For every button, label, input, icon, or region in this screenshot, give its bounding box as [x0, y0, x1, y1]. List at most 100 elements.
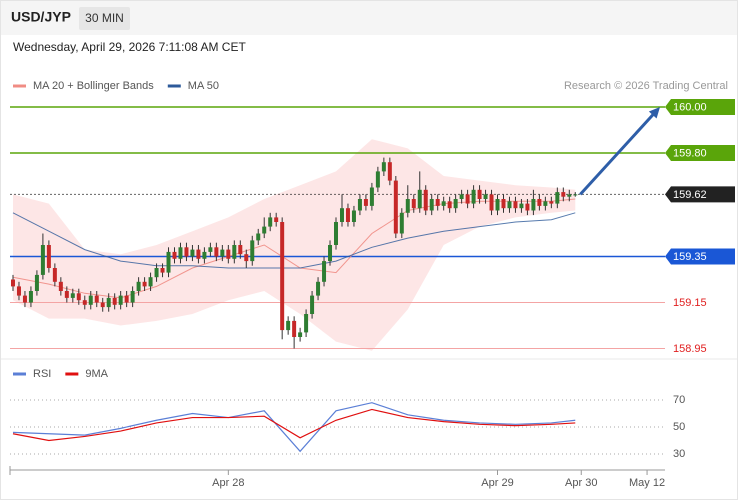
candle-body — [226, 249, 231, 259]
candle-body — [46, 245, 51, 268]
candle-body — [88, 295, 93, 305]
candle-body — [573, 194, 578, 196]
candle-body — [465, 194, 470, 204]
candle-body — [357, 199, 362, 211]
candle-body — [70, 293, 75, 298]
projection-arrow — [579, 111, 656, 196]
candle-body — [298, 332, 303, 337]
candle-body — [399, 212, 404, 234]
legend-label: RSI — [33, 368, 51, 380]
candle-body — [459, 194, 464, 199]
candle-body — [256, 233, 261, 241]
x-tick-label: May 12 — [629, 477, 665, 489]
candle-body — [124, 295, 129, 303]
candle-body — [345, 208, 350, 222]
candle-body — [334, 222, 339, 245]
level-tag — [665, 145, 735, 161]
candle-body — [316, 281, 321, 296]
candle-body — [94, 295, 99, 303]
level-label: 159.80 — [673, 147, 707, 159]
interval-tag[interactable] — [79, 7, 130, 30]
candle-body — [166, 251, 171, 273]
candle-body — [64, 291, 69, 298]
candle-body — [513, 201, 518, 209]
candle-body — [435, 199, 440, 206]
candle-body — [268, 217, 273, 227]
legend-swatch — [65, 372, 79, 376]
candle-body — [118, 295, 123, 305]
candle-body — [250, 240, 255, 262]
legend-label: 9MA — [85, 368, 108, 380]
candle-body — [567, 194, 572, 197]
candle-body — [304, 314, 309, 333]
timestamp: Wednesday, April 29, 2026 7:11:08 AM CET — [13, 40, 246, 54]
candle-body — [82, 300, 87, 305]
candle-body — [363, 199, 368, 206]
legend-label: MA 20 + Bollinger Bands — [33, 80, 154, 92]
candle-body — [310, 295, 315, 314]
candle-body — [477, 189, 482, 199]
candle-body — [232, 245, 237, 259]
legend-swatch — [13, 372, 26, 376]
candle-body — [142, 281, 147, 287]
level-tag — [665, 99, 735, 115]
candle-body — [417, 189, 422, 209]
candle-body — [136, 281, 141, 291]
candle-body — [160, 268, 165, 273]
candle-body — [154, 268, 159, 278]
candle-body — [495, 199, 500, 211]
candle-body — [525, 203, 530, 211]
candle-body — [58, 281, 63, 291]
level-tag — [665, 186, 735, 203]
candle-body — [106, 297, 111, 308]
candle-body — [100, 302, 105, 308]
candle-body — [411, 199, 416, 209]
candle-body — [471, 189, 476, 204]
candle-body — [339, 208, 344, 222]
legend-swatch — [167, 84, 181, 88]
candle-body — [22, 295, 27, 303]
x-tick-label: Apr 28 — [212, 477, 244, 489]
candle-body — [262, 226, 267, 234]
level-tag — [665, 248, 735, 265]
candle-body — [196, 249, 201, 259]
level-label: 158.95 — [673, 343, 707, 355]
candle-body — [561, 192, 566, 197]
candle-body — [501, 199, 506, 209]
candle-body — [76, 293, 81, 301]
candle-body — [555, 192, 560, 204]
candle-body — [220, 249, 225, 257]
candle-body — [148, 277, 153, 287]
candle-body — [453, 199, 458, 209]
x-tick-label: Apr 30 — [565, 477, 597, 489]
symbol: USD/JYP — [11, 9, 71, 25]
candle-body — [351, 210, 356, 222]
candle-body — [172, 251, 177, 259]
candle-body — [244, 254, 249, 262]
ma-line — [12, 212, 576, 269]
y-tick-label: 30 — [673, 448, 685, 460]
candle-body — [40, 245, 45, 275]
interval[interactable]: 30 MIN — [85, 11, 124, 25]
candle-body — [322, 261, 327, 282]
candle-body — [280, 222, 285, 331]
candle-body — [543, 201, 548, 206]
candle-body — [393, 180, 398, 234]
level-label: 159.62 — [673, 189, 707, 201]
bollinger-band — [12, 139, 576, 351]
level-label: 159.15 — [673, 297, 707, 309]
candle-body — [130, 291, 135, 303]
y-tick-label: 70 — [673, 394, 685, 406]
x-tick-label: Apr 29 — [481, 477, 513, 489]
candle-body — [10, 279, 15, 287]
legend-swatch — [13, 84, 26, 88]
candle-body — [441, 201, 446, 206]
candle-body — [423, 189, 428, 211]
candle-body — [328, 245, 333, 262]
y-tick-label: 50 — [673, 421, 685, 433]
candle-body — [16, 286, 21, 296]
candle-body — [184, 247, 189, 257]
credit: Research © 2026 Trading Central — [564, 80, 728, 92]
level-label: 159.35 — [673, 251, 707, 263]
